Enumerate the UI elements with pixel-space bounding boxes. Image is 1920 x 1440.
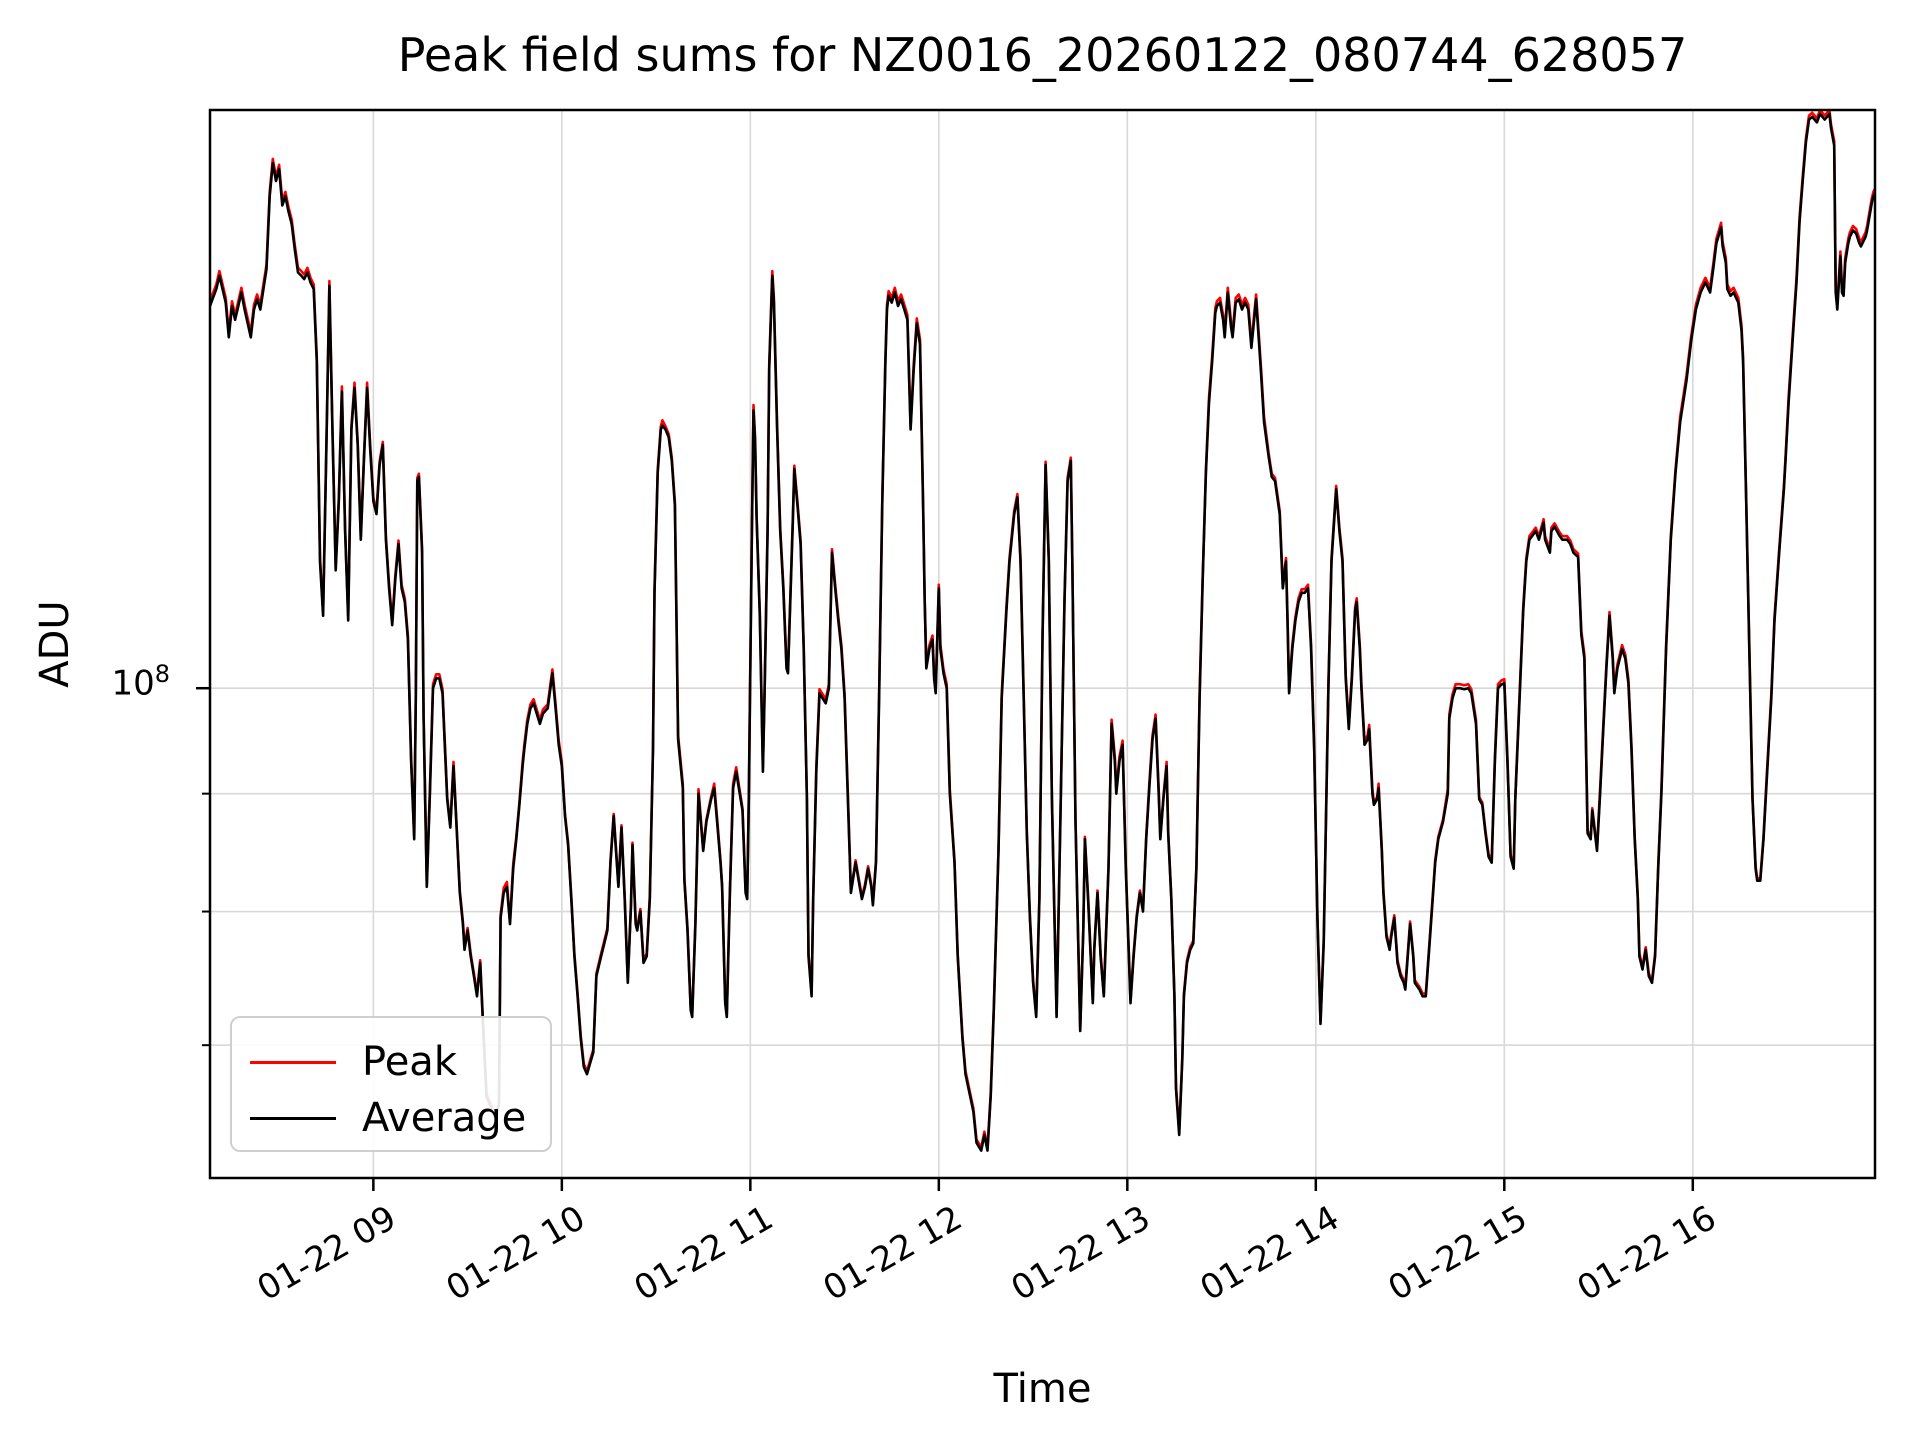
peak-line-swatch xyxy=(250,1060,336,1064)
average-line xyxy=(210,112,1875,1152)
legend-entry-average: Average xyxy=(250,1090,550,1146)
average-line-swatch xyxy=(250,1116,336,1120)
legend-label-peak: Peak xyxy=(362,1039,457,1085)
x-axis-label: Time xyxy=(993,1366,1092,1412)
chart-title: Peak field sums for NZ0016_20260122_0807… xyxy=(397,28,1688,82)
axis-ticks xyxy=(196,686,1695,1191)
y-tick-label: 108 xyxy=(111,660,170,704)
axes-frame xyxy=(208,108,1877,1180)
y-axis-label: ADU xyxy=(32,600,78,688)
legend-entry-peak: Peak xyxy=(250,1034,550,1090)
legend: Peak Average xyxy=(230,1016,552,1152)
legend-label-average: Average xyxy=(362,1095,527,1141)
